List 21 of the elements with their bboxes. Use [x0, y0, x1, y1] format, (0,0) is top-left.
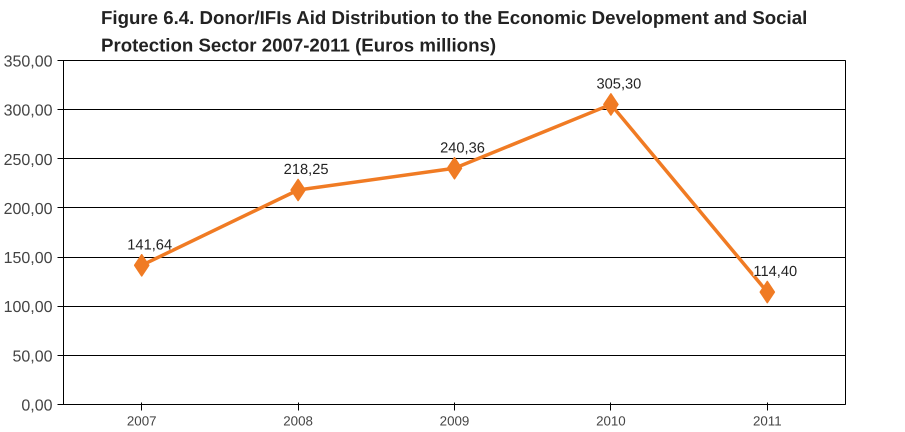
x-tick-label: 2008: [283, 414, 313, 428]
y-tick-label: 300,00: [4, 102, 53, 120]
y-tick-label: 350,00: [4, 54, 53, 70]
y-tick-label: 0,00: [21, 398, 53, 414]
text: 305,30: [596, 76, 642, 92]
y-tick-label: 200,00: [4, 200, 53, 218]
y-tick-label: 100,00: [4, 299, 53, 316]
y-tick-label: 50,00: [12, 348, 53, 366]
x-tick-label: 2007: [126, 414, 157, 428]
text: 141,64: [127, 237, 172, 254]
x-tick-label: 2010: [596, 414, 626, 428]
text: 114,40: [753, 264, 798, 280]
point: [759, 280, 776, 304]
point: [134, 254, 150, 277]
chart-title: Figure 6.4. Donor/IFIs Aid Distribution to the Economic Development and Social Protection Sector 2007-2011 (Euros millions): [101, 7, 808, 56]
y-tick-label: 250,00: [4, 152, 53, 169]
x-tick-label: 2009: [440, 414, 470, 428]
text: 240,36: [440, 140, 485, 156]
text: 218,25: [284, 162, 329, 178]
x-tick-label: 2011: [752, 414, 782, 428]
y-tick-label: 150,00: [4, 250, 53, 268]
